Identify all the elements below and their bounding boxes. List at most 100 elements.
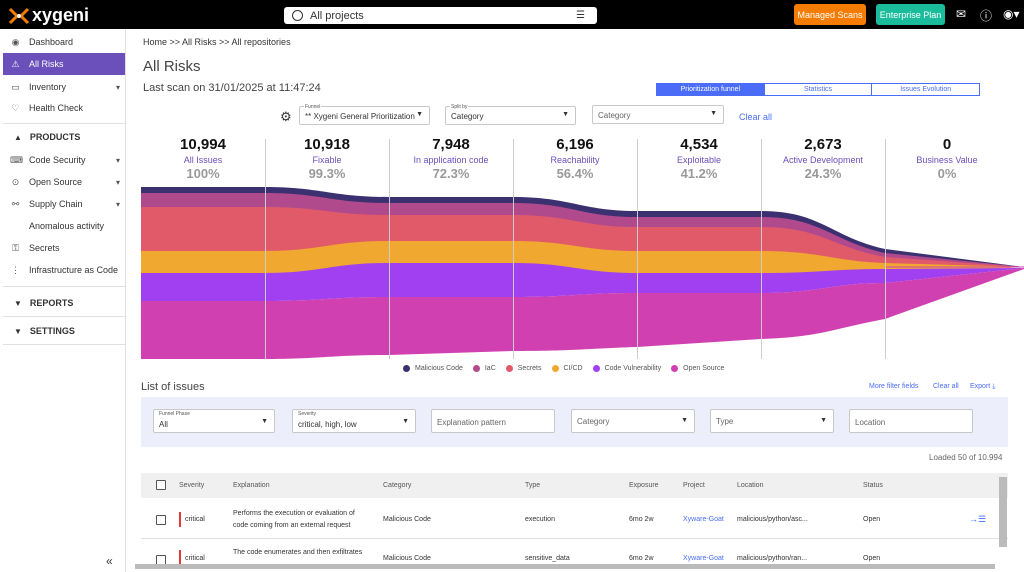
download-icon: ⤓: [992, 383, 996, 390]
tab-prioritization-funnel[interactable]: Prioritization funnel: [657, 84, 765, 95]
column-severity[interactable]: Severity: [179, 482, 205, 489]
more-filter-fields-link[interactable]: More filter fields: [869, 383, 919, 390]
user-account-icon[interactable]: ◉▾: [1003, 7, 1020, 21]
filter-sliders-icon[interactable]: ☰: [576, 10, 585, 21]
sidebar-item-label: Health Check: [29, 103, 84, 113]
column-location[interactable]: Location: [737, 482, 764, 489]
row-severity: critical: [185, 555, 205, 562]
category-select[interactable]: Category ▼: [592, 105, 724, 124]
column-status[interactable]: Status: [863, 482, 883, 489]
infrastructure-icon: ⋮: [11, 264, 20, 275]
stat-count: 10,918: [304, 136, 350, 153]
funnel-stat: 6,196 Reachability 56.4%: [513, 136, 637, 181]
sidebar-item-open-source[interactable]: ⊙ Open Source ▾: [3, 171, 125, 193]
sidebar-item-supply-chain[interactable]: ⚯ Supply Chain ▾: [3, 193, 125, 215]
sidebar-item-label: Dashboard: [29, 37, 74, 47]
sidebar-item-iac[interactable]: ⋮ Infrastructure as Code: [3, 259, 125, 281]
issues-clear-all-link[interactable]: Clear all: [933, 383, 959, 390]
type-select[interactable]: Type ▼: [710, 409, 834, 433]
row-checkbox[interactable]: [156, 515, 166, 525]
column-category[interactable]: Category: [383, 482, 412, 489]
open-details-icon[interactable]: →☰: [969, 514, 987, 524]
sidebar-item-anomalous-activity[interactable]: Anomalous activity: [3, 215, 125, 237]
sidebar-item-secrets[interactable]: ⚿ Secrets: [3, 237, 125, 259]
table-row[interactable]: critical The code enumerates and then ex…: [141, 540, 1008, 570]
stat-label: In application code: [413, 155, 489, 165]
severity-label: Severity: [298, 411, 317, 417]
legend-item-ci-cd[interactable]: CI/CD: [551, 365, 583, 372]
sidebar-item-label: Infrastructure as Code: [29, 265, 119, 275]
severity-select[interactable]: Severity critical, high, low ▼: [292, 409, 416, 433]
sidebar-item-all-risks[interactable]: ⚠ All Risks: [3, 53, 125, 75]
stat-percent: 56.4%: [556, 166, 594, 181]
location-input[interactable]: Location: [849, 409, 973, 433]
stat-count: 7,948: [432, 136, 470, 153]
horizontal-scrollbar[interactable]: [135, 564, 995, 569]
sidebar-item-health-check[interactable]: ♡ Health Check: [3, 97, 125, 119]
row-exposure: 6mo 2w: [629, 516, 654, 523]
section-label: REPORTS: [29, 298, 74, 308]
logo[interactable]: xygeni: [8, 5, 89, 26]
view-tabs: Prioritization funnel Statistics Issues …: [656, 83, 980, 96]
row-location: malicious/python/ran...: [737, 555, 808, 562]
vertical-scrollbar[interactable]: [999, 477, 1007, 547]
stat-label: Reachability: [550, 155, 600, 165]
legend-label: CI/CD: [563, 365, 583, 372]
clear-all-link[interactable]: Clear all: [739, 112, 773, 122]
split-by-select[interactable]: Split by Category ▼: [445, 104, 576, 125]
sidebar-item-code-security[interactable]: ⌨ Code Security ▾: [3, 149, 125, 171]
sidebar-item-label: Supply Chain: [29, 199, 83, 209]
logo-text: xygeni: [32, 5, 90, 25]
tab-issues-evolution[interactable]: Issues Evolution: [900, 86, 952, 93]
severity-indicator: [179, 550, 181, 565]
column-explanation[interactable]: Explanation: [233, 482, 270, 489]
export-button[interactable]: Export ⤓: [970, 383, 995, 391]
explanation-pattern-input[interactable]: Explanation pattern: [431, 409, 555, 433]
section-settings[interactable]: ▼ SETTINGS: [14, 326, 75, 336]
row-type: execution: [525, 516, 555, 523]
breadcrumb[interactable]: Home >> All Risks >> All repositories: [143, 37, 291, 47]
enterprise-plan-button[interactable]: Enterprise Plan: [876, 4, 945, 25]
legend-item-secrets[interactable]: Secrets: [505, 365, 542, 372]
sidebar-item-label: Secrets: [29, 243, 60, 253]
stat-count: 10,994: [180, 136, 226, 153]
row-status: Open: [863, 516, 881, 523]
funnel-band-open-source[interactable]: [141, 268, 1024, 359]
code-icon: ⌨: [10, 154, 23, 165]
funnel-select[interactable]: Funnel ** Xygeni General Prioritization …: [299, 104, 430, 125]
row-type: sensitive_data: [525, 555, 570, 562]
sidebar-item-dashboard[interactable]: ◉ Dashboard: [3, 31, 125, 53]
legend-item-malicious-code[interactable]: Malicious Code: [403, 365, 463, 372]
legend-item-open-source[interactable]: Open Source: [671, 365, 724, 372]
row-project-link[interactable]: Xyware-Goat: [683, 555, 724, 562]
chevron-down-icon: ▼: [14, 326, 22, 336]
tab-statistics[interactable]: Statistics: [765, 84, 873, 95]
sidebar-item-label: Anomalous activity: [29, 221, 105, 231]
row-project-link[interactable]: Xyware-Goat: [683, 516, 724, 523]
stat-label: Fixable: [312, 155, 342, 165]
globe-icon: [292, 10, 303, 21]
collapse-sidebar-icon[interactable]: «: [106, 554, 113, 568]
legend-dot: [403, 365, 410, 372]
table-row[interactable]: critical Performs the execution or evalu…: [141, 499, 1008, 539]
column-type[interactable]: Type: [525, 482, 541, 489]
inventory-icon: ▭: [11, 81, 20, 92]
legend-item-code-vulnerability[interactable]: Code Vulnerability: [592, 365, 661, 372]
column-project[interactable]: Project: [683, 482, 705, 489]
issues-category-select[interactable]: Category ▼: [571, 409, 695, 433]
legend-item-iac[interactable]: IaC: [472, 365, 496, 372]
tune-icon[interactable]: ⚙: [280, 109, 292, 124]
mail-icon[interactable]: ✉: [956, 7, 967, 21]
sidebar-item-inventory[interactable]: ▭ Inventory ▾: [3, 76, 125, 98]
help-icon[interactable]: ⓘ: [980, 9, 993, 23]
project-selector[interactable]: All projects ☰: [284, 7, 597, 24]
issues-filter-panel: Funnel Phase All ▼ Severity critical, hi…: [141, 397, 1008, 447]
funnel-band-code-vulnerability[interactable]: [141, 263, 1024, 301]
managed-scans-button[interactable]: Managed Scans: [794, 4, 866, 25]
section-reports[interactable]: ▼ REPORTS: [14, 298, 73, 308]
project-selector-label: All projects: [310, 9, 364, 22]
select-all-checkbox[interactable]: [156, 480, 166, 490]
section-products[interactable]: ▲ PRODUCTS: [14, 132, 80, 142]
column-exposure[interactable]: Exposure: [629, 482, 659, 489]
funnel-phase-select[interactable]: Funnel Phase All ▼: [153, 409, 275, 433]
